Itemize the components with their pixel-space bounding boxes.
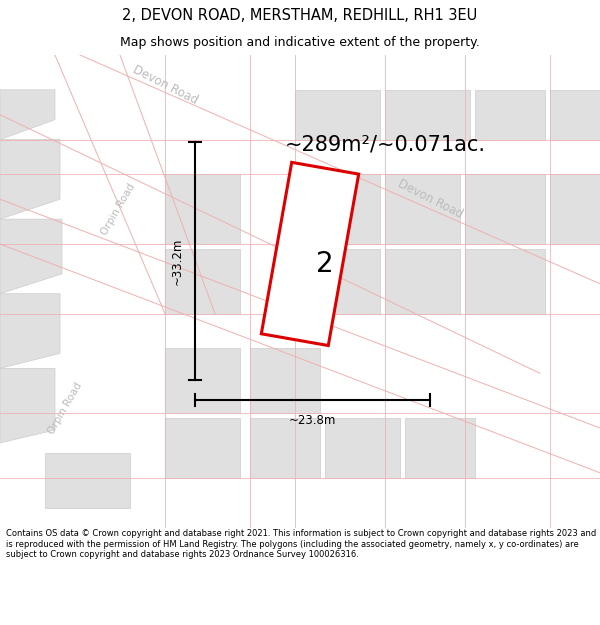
Polygon shape xyxy=(385,174,460,244)
Polygon shape xyxy=(45,453,130,508)
Text: 2, DEVON ROAD, MERSTHAM, REDHILL, RH1 3EU: 2, DEVON ROAD, MERSTHAM, REDHILL, RH1 3E… xyxy=(122,8,478,23)
Polygon shape xyxy=(0,139,60,219)
Polygon shape xyxy=(550,90,600,139)
Text: ~23.8m: ~23.8m xyxy=(289,414,336,427)
Polygon shape xyxy=(550,174,600,244)
Text: Contains OS data © Crown copyright and database right 2021. This information is : Contains OS data © Crown copyright and d… xyxy=(6,529,596,559)
Polygon shape xyxy=(295,90,380,139)
Polygon shape xyxy=(385,90,470,139)
Polygon shape xyxy=(475,90,545,139)
Text: Orpin Road: Orpin Road xyxy=(46,381,84,436)
Polygon shape xyxy=(0,368,55,443)
Polygon shape xyxy=(0,90,55,139)
Polygon shape xyxy=(385,249,460,314)
Polygon shape xyxy=(165,349,240,413)
Polygon shape xyxy=(165,418,240,478)
Text: Orpin Road: Orpin Road xyxy=(99,181,137,237)
Polygon shape xyxy=(165,249,240,314)
Text: 2: 2 xyxy=(316,250,334,278)
Polygon shape xyxy=(295,249,380,314)
Polygon shape xyxy=(405,418,475,478)
Polygon shape xyxy=(250,349,320,413)
Polygon shape xyxy=(295,174,380,244)
Polygon shape xyxy=(262,162,359,346)
Polygon shape xyxy=(0,294,60,368)
Text: ~33.2m: ~33.2m xyxy=(170,238,184,284)
Polygon shape xyxy=(465,249,545,314)
Polygon shape xyxy=(465,174,545,244)
Text: Map shows position and indicative extent of the property.: Map shows position and indicative extent… xyxy=(120,36,480,49)
Polygon shape xyxy=(325,418,400,478)
Polygon shape xyxy=(165,174,240,244)
Polygon shape xyxy=(0,219,62,294)
Text: Devon Road: Devon Road xyxy=(395,177,464,221)
Polygon shape xyxy=(250,418,320,478)
Text: Devon Road: Devon Road xyxy=(130,63,200,107)
Text: ~289m²/~0.071ac.: ~289m²/~0.071ac. xyxy=(285,134,486,154)
